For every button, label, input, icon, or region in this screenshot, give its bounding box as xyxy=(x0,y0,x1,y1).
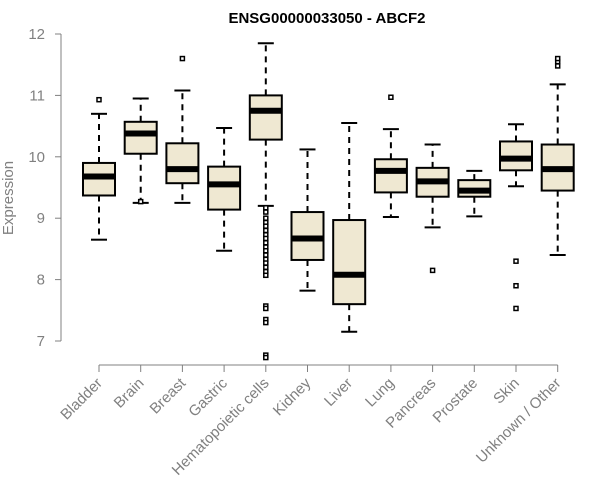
iqr-box xyxy=(123,120,158,155)
outlier-point xyxy=(554,55,561,62)
box-pancreas xyxy=(415,143,450,274)
outlier-point xyxy=(263,205,269,211)
iqr-box xyxy=(207,165,242,211)
y-axis-label: Expression xyxy=(0,161,17,235)
boxes-group xyxy=(82,42,575,361)
outlier-point xyxy=(263,223,269,229)
iqr-box xyxy=(165,142,200,185)
outlier-point xyxy=(263,247,269,254)
box-prostate xyxy=(457,169,492,218)
box-gastric xyxy=(207,126,242,252)
outlier-point xyxy=(263,235,269,242)
y-axis: 7 8 9 10 11 12 xyxy=(28,26,62,350)
outlier-point xyxy=(263,354,269,361)
outlier-point xyxy=(263,305,269,312)
x-tick-label: Lung xyxy=(362,375,398,411)
y-tick-label: 12 xyxy=(28,26,45,43)
y-tick-label: 11 xyxy=(29,87,45,104)
outlier-point xyxy=(263,264,269,271)
box-breast xyxy=(165,55,200,204)
outlier-point xyxy=(179,55,186,62)
x-tick-label: Breast xyxy=(147,374,190,417)
outlier-point xyxy=(137,198,144,205)
y-tick-label: 9 xyxy=(37,210,45,227)
y-tick-label: 8 xyxy=(37,272,45,289)
outlier-point xyxy=(263,272,269,279)
outlier-point xyxy=(388,94,394,100)
outlier-point xyxy=(263,240,269,246)
x-tick-label: Bladder xyxy=(57,375,106,424)
y-tick-label: 7 xyxy=(37,333,45,350)
x-tick-label: Prostate xyxy=(430,375,482,427)
outlier-point xyxy=(513,282,519,289)
box-bladder xyxy=(82,96,116,241)
x-tick-label: Kidney xyxy=(270,374,315,419)
box-unknown-other xyxy=(540,55,575,257)
box-liver xyxy=(332,122,367,333)
chart-title: ENSG00000033050 - ABCF2 xyxy=(228,10,425,27)
x-tick-label: Brain xyxy=(111,375,148,412)
outlier-point xyxy=(513,258,519,264)
box-lung xyxy=(373,94,408,218)
outlier-point xyxy=(263,215,269,221)
outlier-point xyxy=(263,319,269,326)
box-kidney xyxy=(290,148,325,292)
outlier-point xyxy=(263,260,269,266)
iqr-box xyxy=(248,94,283,141)
iqr-box xyxy=(373,158,408,194)
box-skin xyxy=(499,123,533,312)
outlier-point xyxy=(554,63,561,69)
iqr-box xyxy=(332,219,367,306)
box-brain xyxy=(123,97,158,205)
x-tick-label: Liver xyxy=(321,375,356,410)
box-hematopoietic-cells xyxy=(248,42,283,361)
x-tick-label: Skin xyxy=(490,375,523,408)
outlier-point xyxy=(513,305,519,312)
outlier-point xyxy=(263,227,269,234)
outlier-point xyxy=(263,209,269,215)
y-tick-label: 10 xyxy=(28,149,45,166)
outlier-point xyxy=(429,267,436,274)
outlier-point xyxy=(96,96,102,103)
outlier-point xyxy=(263,252,269,258)
